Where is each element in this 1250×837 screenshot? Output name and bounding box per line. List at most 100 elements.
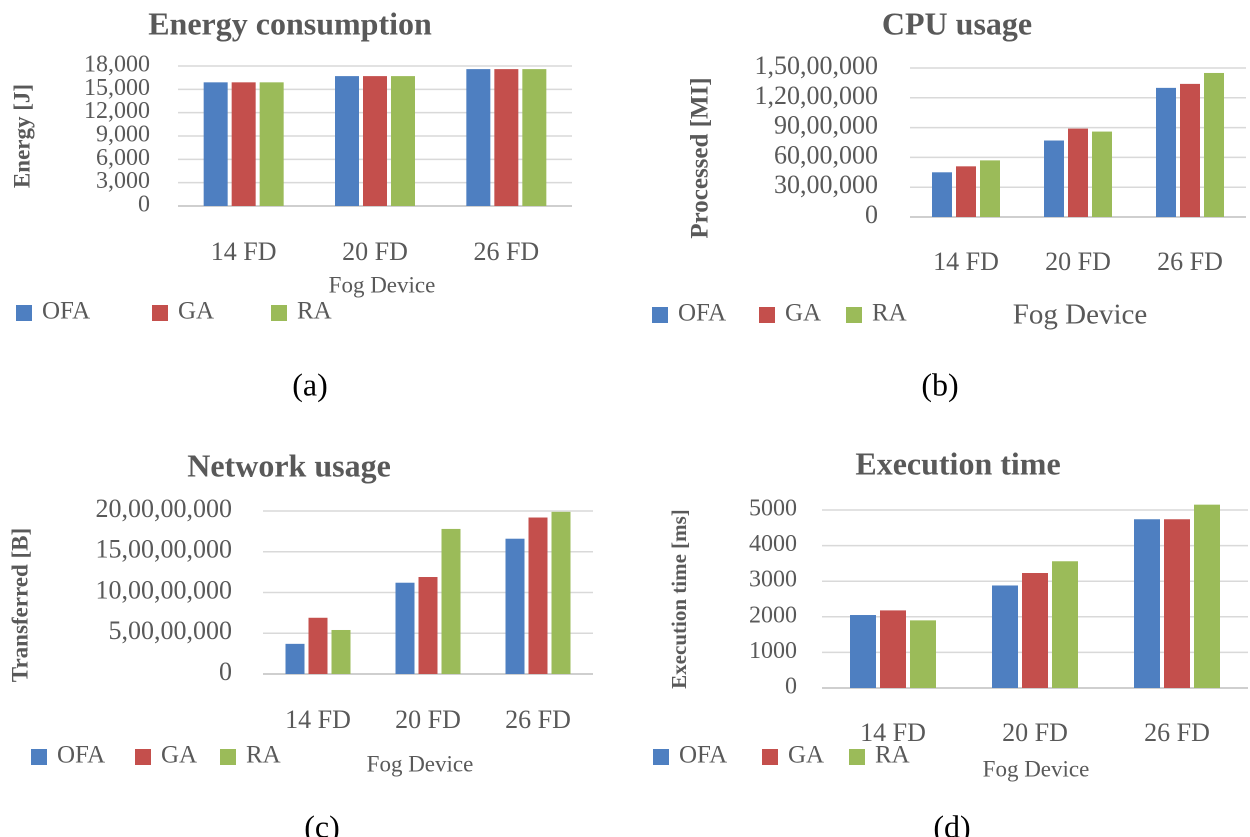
bar-ofa-26fd xyxy=(505,538,525,674)
legend-swatch-ra xyxy=(220,749,236,765)
x-axis-label: Fog Device xyxy=(367,751,474,776)
legend-swatch-ra xyxy=(271,305,287,321)
bar-ofa-26fd xyxy=(1156,87,1176,217)
x-tick-label: 20 FD xyxy=(1002,718,1068,747)
bar-ofa-14fd xyxy=(285,643,305,674)
x-tick-label: 26 FD xyxy=(1157,247,1223,276)
bar-ga-26fd xyxy=(1164,519,1190,688)
y-tick-label: 12,000 xyxy=(84,98,150,124)
x-axis-label: Fog Device xyxy=(1013,299,1148,331)
bar-ra-26fd xyxy=(551,511,571,674)
legend-swatch-ga xyxy=(759,307,775,323)
y-tick-label: 0 xyxy=(785,674,797,700)
legend-label-ga: GA xyxy=(161,742,197,769)
x-tick-label: 14 FD xyxy=(860,718,926,747)
bar-ga-14fd xyxy=(956,166,976,217)
bar-ga-20fd xyxy=(1022,573,1048,688)
bar-ga-14fd xyxy=(880,610,906,688)
x-axis-label: Fog Device xyxy=(329,272,436,297)
bar-ofa-26fd xyxy=(466,69,491,206)
x-tick-label: 26 FD xyxy=(473,237,539,266)
y-tick-label: 18,000 xyxy=(84,52,150,78)
legend-label-ra: RA xyxy=(246,742,281,769)
bar-ga-14fd xyxy=(308,617,328,674)
y-tick-label: 15,000 xyxy=(84,75,150,101)
legend-label-ra: RA xyxy=(875,742,910,769)
x-tick-label: 14 FD xyxy=(211,237,277,266)
chart-panel-d: Execution time 0 1000 2000 3000 4000 5000 14 FD… xyxy=(653,445,1248,837)
chart-title: Network usage xyxy=(187,447,391,483)
legend-swatch-ga xyxy=(135,749,151,765)
chart-panel-c: Network usage 0 5,00,00,000 10,00,00,000 15,… xyxy=(7,447,593,837)
bar-ra-26fd xyxy=(1204,72,1224,217)
panel-label: (b) xyxy=(921,366,958,402)
chart-panel-a: Energy consumption 03,0006,0009,00012,000… xyxy=(9,5,572,402)
y-tick-label: 1,20,00,000 xyxy=(755,81,879,110)
bar-ofa-20fd xyxy=(992,585,1018,688)
legend-swatch-ga xyxy=(762,749,778,765)
y-tick-label: 2000 xyxy=(749,602,797,628)
x-tick-label: 14 FD xyxy=(285,705,351,734)
y-axis-label: Energy [J] xyxy=(9,84,34,188)
bar-ofa-26fd xyxy=(1134,519,1160,688)
legend-label-ga: GA xyxy=(785,300,821,327)
y-axis-label: Processed [MI] xyxy=(687,77,714,238)
legend-swatch-ra xyxy=(846,307,862,323)
legend: OFA GA RA xyxy=(653,742,910,769)
y-tick-label: 10,00,00,000 xyxy=(96,575,233,604)
bar-ra-20fd xyxy=(1092,131,1112,217)
chart-panel-b: CPU usage 030,00,00060,00,00090,00,0001,2… xyxy=(652,5,1246,402)
legend-label-ga: GA xyxy=(178,298,214,325)
legend-label-ga: GA xyxy=(788,742,824,769)
bar-ofa-14fd xyxy=(850,615,876,688)
panel-label: (c) xyxy=(304,808,340,837)
bar-ra-14fd xyxy=(259,82,284,206)
bar-ra-14fd xyxy=(910,620,936,688)
y-tick-label: 0 xyxy=(219,657,232,686)
bar-ga-20fd xyxy=(1068,128,1088,217)
bar-ga-20fd xyxy=(418,577,438,674)
y-tick-label: 60,00,000 xyxy=(774,140,878,169)
legend-swatch-ofa xyxy=(16,305,32,321)
y-tick-label: 4000 xyxy=(749,531,797,557)
chart-title: CPU usage xyxy=(882,5,1032,41)
bar-ra-14fd xyxy=(331,629,351,674)
y-tick-label: 90,00,000 xyxy=(774,111,878,140)
panel-label: (d) xyxy=(933,808,970,837)
x-tick-label: 20 FD xyxy=(1045,247,1111,276)
bar-ga-26fd xyxy=(494,69,519,206)
bar-ra-26fd xyxy=(522,69,547,206)
y-tick-label: 1000 xyxy=(749,638,797,664)
y-tick-label: 0 xyxy=(865,200,878,229)
legend: OFA GA RA xyxy=(31,742,281,769)
legend-swatch-ga xyxy=(152,305,168,321)
y-tick-label: 9,000 xyxy=(96,122,150,148)
bar-ra-20fd xyxy=(441,528,461,674)
y-axis-label: Transferred [B] xyxy=(7,528,32,682)
bar-ra-14fd xyxy=(980,160,1000,217)
bar-ofa-14fd xyxy=(932,172,952,217)
x-tick-label: 20 FD xyxy=(395,705,461,734)
panel-label: (a) xyxy=(292,366,328,402)
y-tick-label: 3,000 xyxy=(96,168,150,194)
legend-label-ofa: OFA xyxy=(57,742,105,769)
legend-label-ra: RA xyxy=(297,298,332,325)
legend: OFA GA RA xyxy=(16,298,332,325)
bar-ra-26fd xyxy=(1194,504,1220,688)
legend-swatch-ofa xyxy=(31,749,47,765)
y-tick-label: 6,000 xyxy=(96,145,150,171)
bar-ga-14fd xyxy=(231,82,256,206)
legend-label-ra: RA xyxy=(872,300,907,327)
x-tick-label: 14 FD xyxy=(933,247,999,276)
bar-ga-20fd xyxy=(363,76,387,206)
y-tick-label: 20,00,00,000 xyxy=(96,494,233,523)
y-tick-label: 30,00,000 xyxy=(774,170,878,199)
x-tick-label: 20 FD xyxy=(342,237,408,266)
bar-ra-20fd xyxy=(1052,561,1078,688)
bar-ra-20fd xyxy=(391,76,415,206)
bar-ofa-20fd xyxy=(395,582,415,674)
bar-ga-26fd xyxy=(1180,83,1200,217)
y-tick-label: 15,00,00,000 xyxy=(96,535,233,564)
bar-ga-26fd xyxy=(528,517,548,674)
